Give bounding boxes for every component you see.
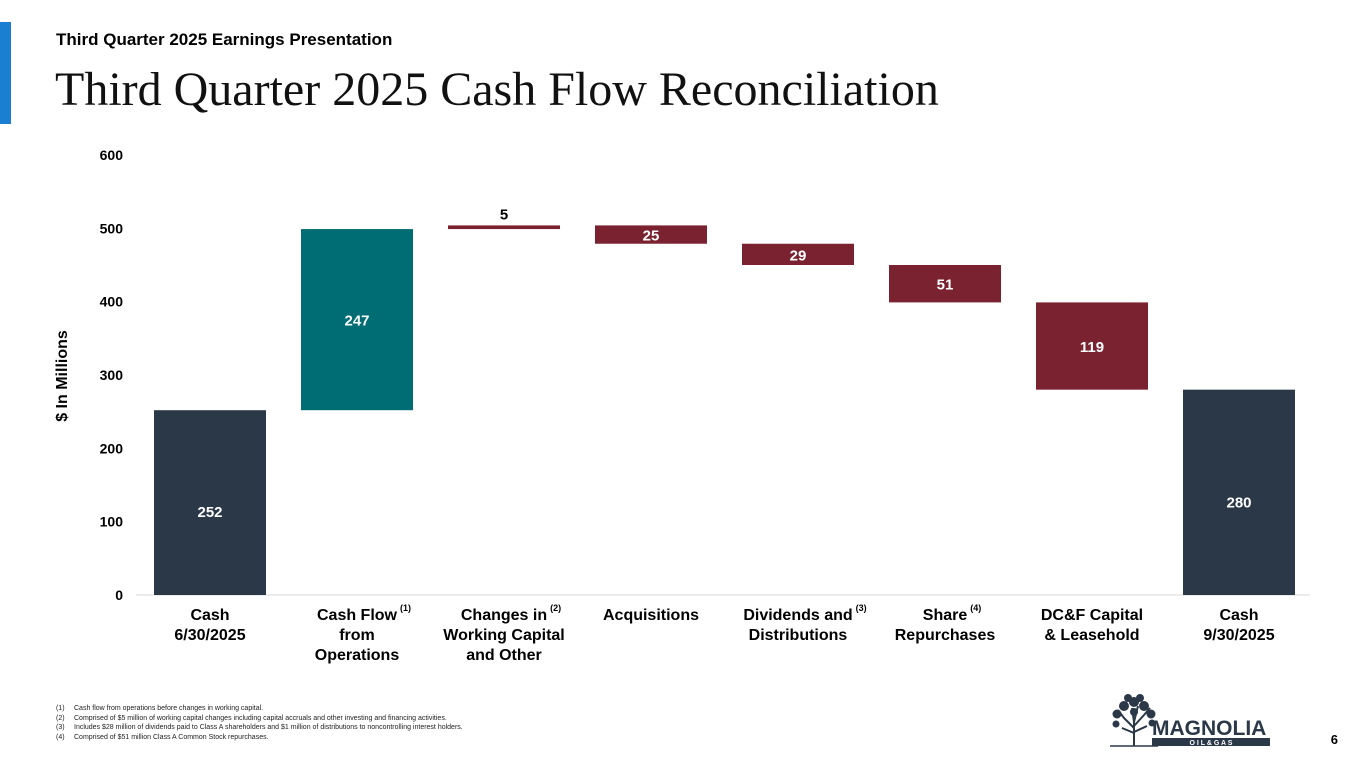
bar-decrease (889, 265, 1001, 303)
y-tick-label: 100 (100, 514, 124, 530)
footnote-marker: (2) (550, 603, 561, 613)
footnote: (2) Comprised of $5 million of working ca… (56, 714, 447, 722)
y-tick-label: 500 (100, 220, 124, 236)
footnotes: (1) Cash flow from operations before chan… (56, 704, 463, 742)
data-label: 29 (790, 247, 807, 264)
bar-increase (301, 229, 413, 411)
footnote: (1) Cash flow from operations before chan… (56, 705, 264, 712)
data-label: 51 (937, 277, 954, 294)
bar-total (154, 410, 266, 595)
bar-total (1183, 389, 1295, 595)
bar-decrease (448, 225, 560, 230)
footnote: (4) Comprised of $51 million Class A Comm… (56, 733, 269, 741)
x-tick-label-line: Cash Flow (317, 607, 398, 624)
slide-title: Third Quarter 2025 Cash Flow Reconciliat… (55, 63, 939, 116)
footnote-marker: (3) (856, 603, 867, 613)
x-tick-label-line: Repurchases (895, 627, 996, 644)
x-tick-label-line: DC&F Capital (1041, 607, 1143, 624)
y-tick-label: 200 (100, 440, 124, 456)
x-tick-label-line: Dividends and (743, 607, 852, 624)
magnolia-logo: MAGNOLIA O I L & G A S (1110, 694, 1270, 747)
tree-icon (1110, 694, 1158, 747)
x-tick-label: DC&F Capital & Leasehold (1041, 607, 1143, 644)
presentation-subtitle: Third Quarter 2025 Earnings Presentation (56, 30, 393, 49)
x-tick-label-line: & Leasehold (1044, 627, 1139, 644)
x-tick-label-line: Changes in (461, 607, 547, 624)
y-tick-label: 0 (115, 587, 123, 603)
x-tick-label-line: Operations (315, 647, 400, 664)
accent-bar (0, 22, 11, 124)
x-tick-label: Cash 6/30/2025 (174, 607, 245, 644)
x-tick-label: Dividends and Distributions (743, 607, 852, 644)
bar-decrease (595, 225, 707, 244)
footnote: (3) Includes $28 million of dividends pai… (56, 724, 463, 731)
data-label: 25 (643, 228, 660, 245)
logo-tagline-band (1152, 738, 1270, 746)
footnote-marker: (1) (400, 603, 411, 613)
y-tick-label: 400 (100, 294, 124, 310)
footnote-marker: (4) (970, 603, 981, 613)
x-tick-label-line: Working Capital (443, 627, 565, 644)
x-tick-label-line: from (339, 627, 375, 644)
x-tick-label-line: 9/30/2025 (1203, 627, 1274, 644)
bar-decrease (742, 243, 854, 265)
x-tick-label-line: Distributions (749, 627, 848, 644)
data-label: 247 (344, 313, 369, 330)
y-tick-label: 300 (100, 367, 124, 383)
y-tick-label: 600 (100, 147, 124, 163)
x-tick-label: Share Repurchases (895, 607, 996, 644)
page-number: 6 (1330, 732, 1338, 747)
x-tick-label: Changes in Working Capital and Other (443, 607, 565, 664)
x-tick-label-line: Cash (1219, 607, 1258, 624)
data-label: 5 (500, 206, 508, 223)
x-tick-label: Cash Flow from Operations (315, 607, 400, 664)
data-label: 252 (197, 504, 222, 521)
logo-tagline: O I L & G A S (1190, 740, 1233, 747)
x-tick-label-line: and Other (466, 647, 542, 664)
x-tick-label: Cash 9/30/2025 (1203, 607, 1274, 644)
x-tick-label-line: Acquisitions (603, 607, 699, 624)
logo-name: MAGNOLIA (1152, 717, 1266, 740)
data-label: 119 (1080, 339, 1104, 356)
x-tick-label: Acquisitions (603, 607, 699, 624)
bar-decrease (1036, 302, 1148, 390)
x-tick-label-line: Cash (190, 607, 229, 624)
x-tick-label-line: Share (923, 607, 968, 624)
x-tick-label-line: 6/30/2025 (174, 627, 245, 644)
y-axis-title: $ In Millions (54, 330, 71, 422)
data-label: 280 (1226, 495, 1251, 512)
